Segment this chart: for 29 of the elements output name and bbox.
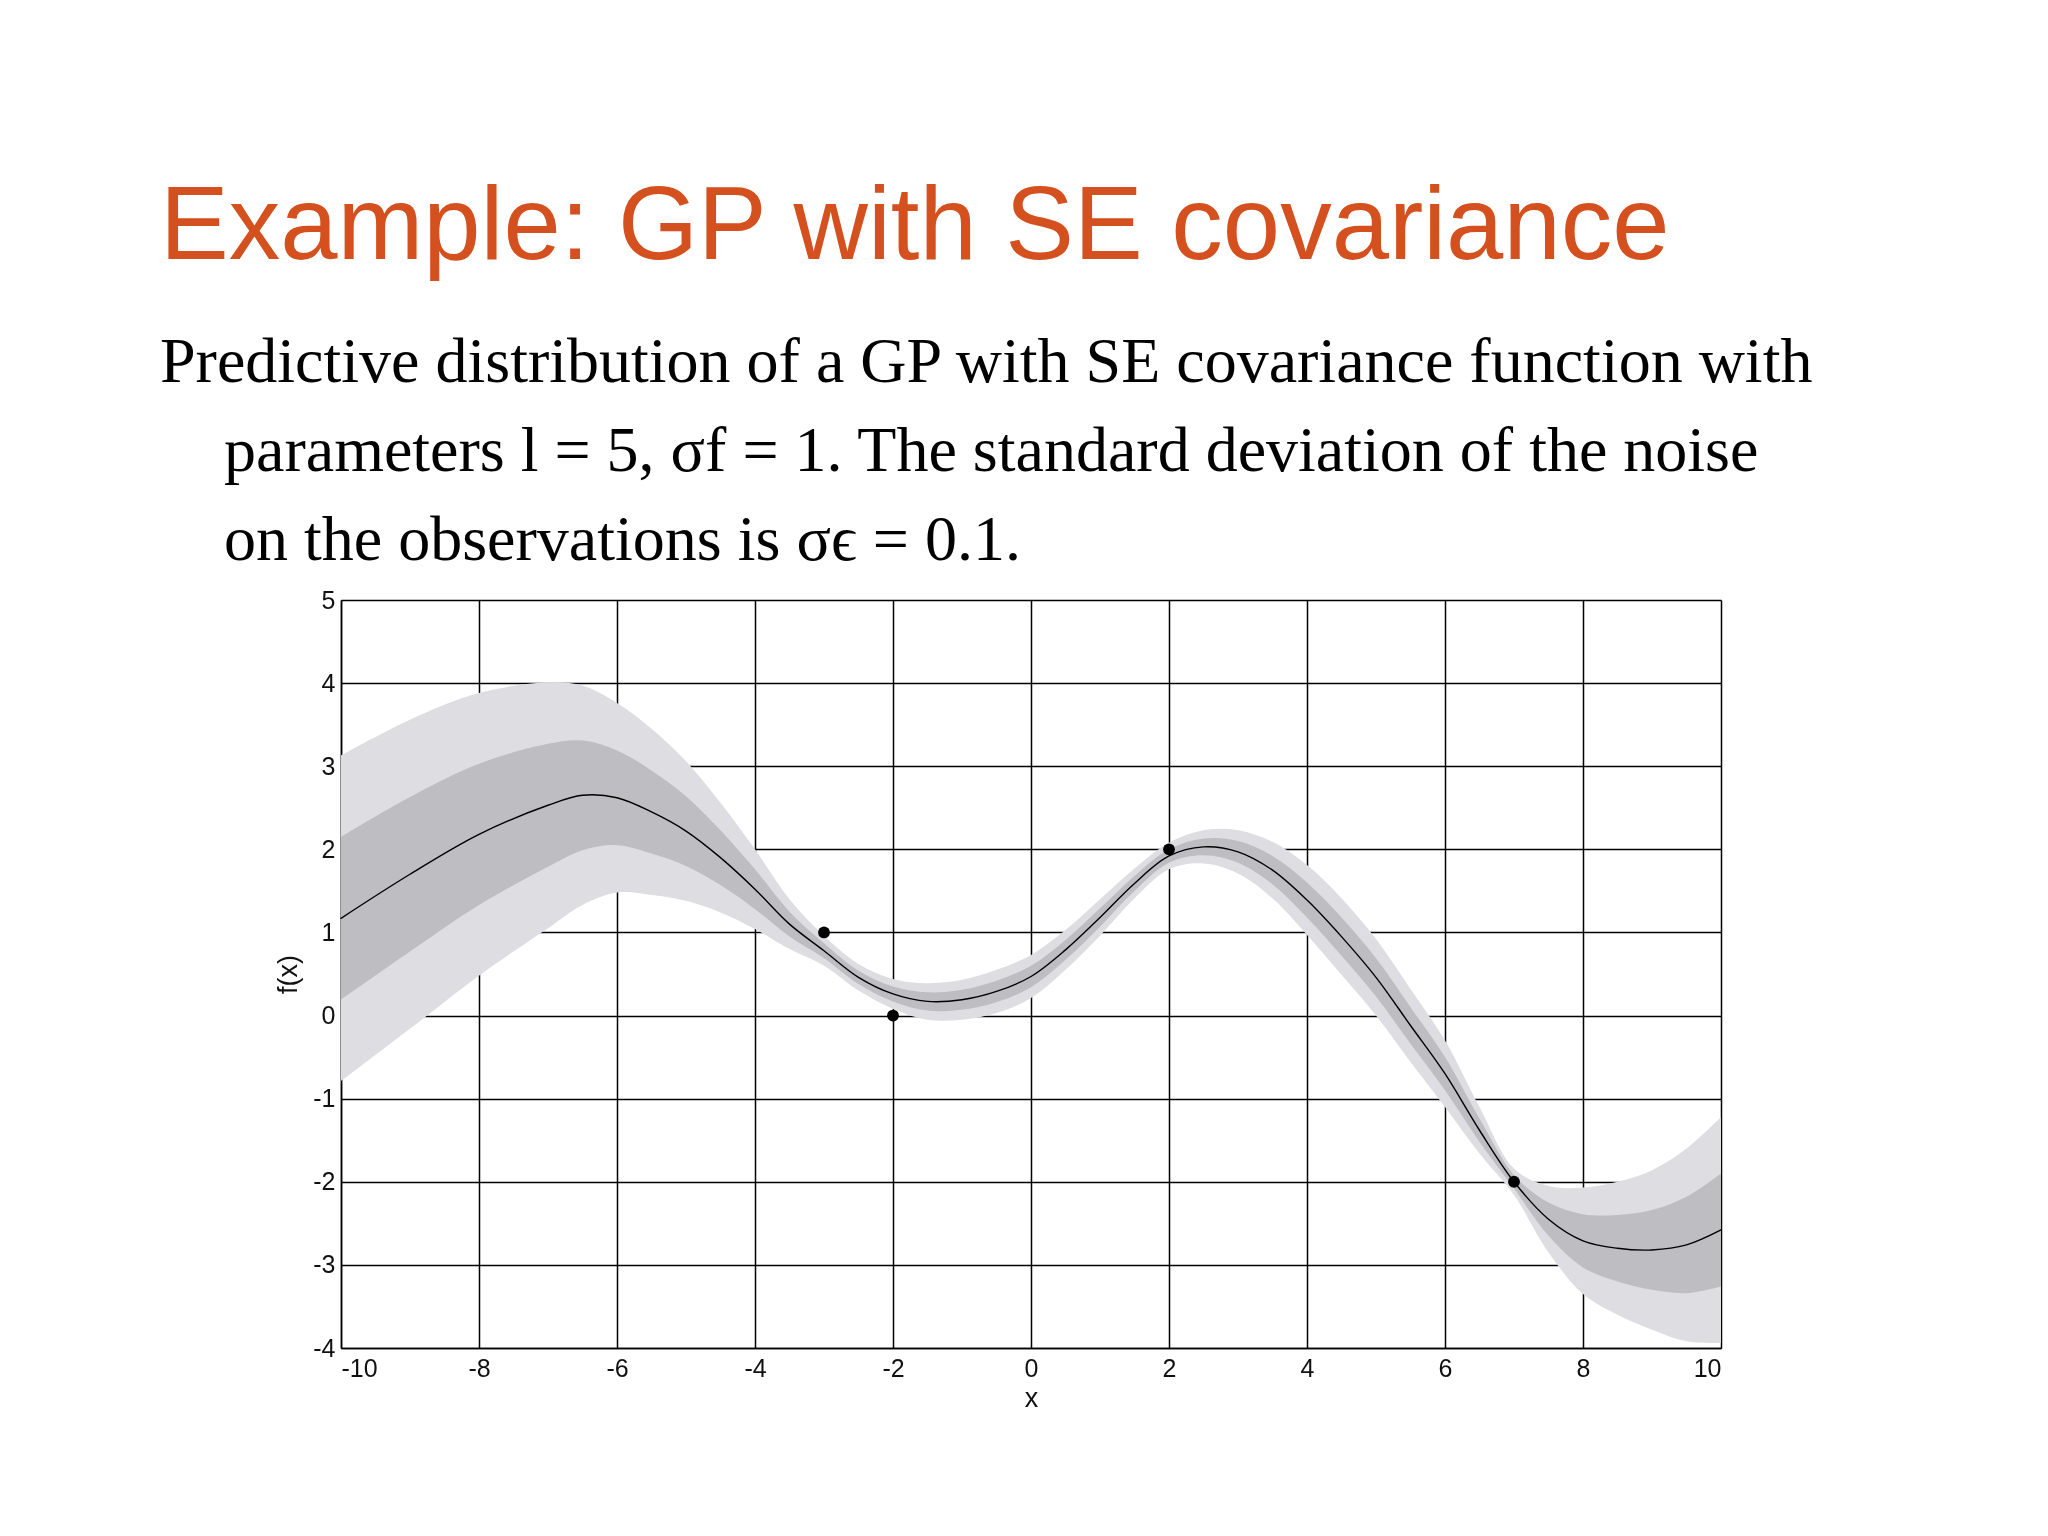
x-tick-label: 2 [1162, 1353, 1177, 1382]
chart-subtitle: Predictive distribution of a GP with SE covariance function with parameters l = 5, σf = 1. The standard deviation of the noise on the observations is σϵ = 0.1. [160, 325, 1813, 574]
y-tick-label: 0 [321, 1001, 336, 1030]
point [887, 1009, 899, 1022]
x-tick-label: -6 [606, 1353, 629, 1382]
x-tick-label: -10 [341, 1353, 378, 1382]
chart-title: Example: GP with SE covariance [160, 166, 1670, 281]
y-tick-label: -4 [313, 1333, 336, 1362]
y-tick-label: 2 [321, 834, 336, 863]
y-tick-label: 3 [321, 751, 336, 780]
x-tick-label: 4 [1300, 1353, 1315, 1382]
x-tick-label: 8 [1576, 1353, 1591, 1382]
y-tick-label: -3 [313, 1250, 336, 1279]
x-tick-label: 10 [1693, 1353, 1722, 1382]
x-tick-label: -4 [744, 1353, 767, 1382]
point [1163, 843, 1175, 856]
x-tick-label: 0 [1024, 1353, 1039, 1382]
y-tick-label: 4 [321, 668, 336, 697]
x-tick-label: -2 [882, 1353, 905, 1382]
y-axis-title: f(x) [273, 955, 304, 994]
y-tick-label: 1 [321, 917, 336, 946]
x-tick-label: -8 [468, 1353, 491, 1382]
y-tick-label: 5 [321, 585, 336, 614]
y-tick-label: -1 [313, 1084, 336, 1113]
x-tick-label: 6 [1438, 1353, 1453, 1382]
point [818, 926, 830, 939]
x-axis-title: x [1024, 1382, 1039, 1413]
y-tick-label: -2 [313, 1167, 336, 1196]
point [1508, 1175, 1520, 1188]
